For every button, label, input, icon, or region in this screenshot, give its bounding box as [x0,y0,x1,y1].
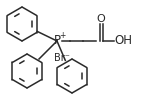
Text: Br⁻: Br⁻ [54,53,70,63]
Text: P: P [53,34,61,48]
Text: +: + [59,31,65,41]
Text: O: O [97,14,106,24]
Text: OH: OH [114,34,132,48]
